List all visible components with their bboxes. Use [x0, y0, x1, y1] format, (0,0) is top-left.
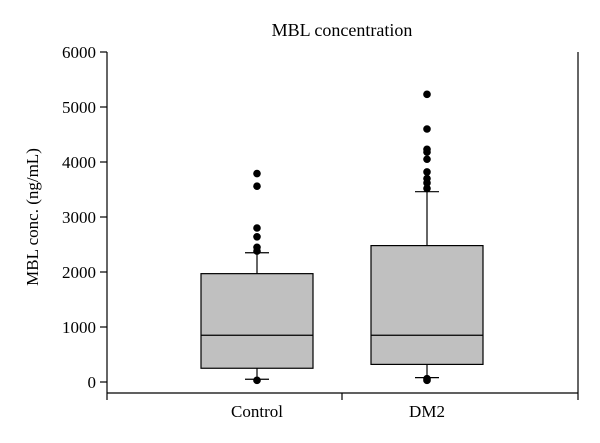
outlier-point [253, 233, 261, 241]
category-label: Control [231, 402, 283, 421]
iqr-box [200, 273, 314, 369]
outlier-point [423, 184, 431, 193]
y-tick-label: 4000 [62, 153, 96, 172]
outlier-point [253, 182, 261, 190]
chart-title: MBL concentration [272, 20, 413, 40]
boxes [200, 90, 484, 385]
y-axis-ticks: 0 1000 2000 3000 4000 5000 6000 [62, 43, 107, 392]
outlier-point [423, 145, 431, 154]
outlier-point [253, 376, 261, 385]
outlier-point [423, 174, 431, 183]
outlier-point [423, 374, 431, 383]
y-tick-label: 0 [88, 373, 97, 392]
x-axis-category-labels: Control DM2 [231, 402, 445, 421]
y-tick-label: 3000 [62, 208, 96, 227]
outlier-point [423, 168, 431, 176]
outlier-point [253, 224, 261, 232]
iqr-box [370, 245, 484, 366]
box-dm2 [370, 90, 484, 385]
axes [106, 52, 579, 400]
outlier-point [253, 243, 261, 252]
category-label: DM2 [409, 402, 445, 421]
y-axis-label: MBL conc. (ng/mL) [23, 148, 42, 286]
outlier-point [423, 155, 431, 164]
y-tick-label: 5000 [62, 98, 96, 117]
box-control [200, 169, 314, 385]
y-tick-label: 6000 [62, 43, 96, 62]
outlier-point [423, 125, 431, 133]
outlier-point [423, 90, 431, 99]
y-tick-label: 1000 [62, 318, 96, 337]
y-tick-label: 2000 [62, 263, 96, 282]
outlier-point [253, 169, 261, 178]
